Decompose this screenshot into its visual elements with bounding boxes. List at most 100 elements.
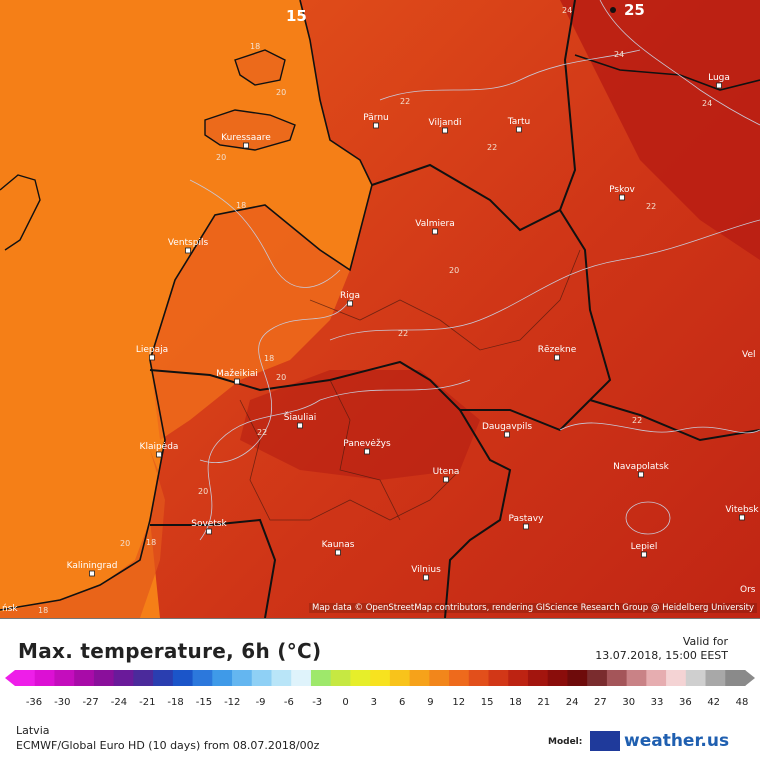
city-label: Utena	[433, 467, 460, 477]
legend-swatch	[468, 670, 490, 686]
iso-label-18: 18	[236, 201, 246, 210]
city-label: Vitebsk	[725, 505, 759, 515]
iso-label-20: 20	[276, 373, 286, 382]
city-marker-icon	[554, 354, 560, 361]
iso-label-20: 20	[120, 539, 130, 548]
city-label: Rēzekne	[538, 345, 577, 355]
city-marker-icon	[516, 126, 522, 133]
valid-for-label: Valid for	[682, 635, 728, 648]
edge-label: Ors	[740, 585, 756, 595]
iso-label-24: 24	[562, 6, 572, 15]
city-marker-icon	[149, 354, 155, 361]
legend-tick-label: 27	[594, 697, 607, 708]
legend-tick-label: -6	[284, 697, 294, 708]
isotherm-22	[329, 219, 760, 341]
map-title: Max. temperature, 6h (°C)	[18, 639, 322, 663]
city-label: Kaunas	[322, 540, 355, 550]
city-label: Kuressaare	[221, 133, 271, 143]
iso-label-20: 20	[276, 88, 286, 97]
city-label: Panevėžys	[343, 439, 391, 449]
info-panel: Max. temperature, 6h (°C) Valid for 13.0…	[0, 619, 760, 760]
legend-swatch	[350, 670, 371, 686]
legend-tick-label: -9	[256, 697, 266, 708]
iso-label-18: 18	[250, 42, 260, 51]
legend-swatch	[212, 670, 233, 686]
legend-low-arrow	[5, 670, 15, 686]
city-label: Vilnius	[411, 565, 441, 575]
legend-high-arrow	[745, 670, 755, 686]
legend-tick-label: 48	[736, 697, 749, 708]
city-label: Šiauliai	[284, 411, 316, 423]
iso-label-22: 22	[257, 428, 267, 437]
legend-swatch	[508, 670, 529, 686]
iso-label-20: 20	[198, 487, 208, 496]
weather-us-logo[interactable]: weather.us	[590, 731, 729, 751]
model-info: ECMWF/Global Euro HD (10 days) from 08.0…	[16, 739, 320, 752]
city-marker-icon	[347, 300, 353, 307]
legend-tick-label: 18	[509, 697, 522, 708]
legend-swatch	[587, 670, 608, 686]
city-marker-icon	[739, 514, 745, 521]
isotherm-18b	[189, 179, 341, 288]
city-label: Valmiera	[415, 219, 455, 229]
legend-tick-label: 24	[566, 697, 579, 708]
coastline	[0, 0, 373, 611]
city-label: Mažeikiai	[216, 369, 258, 379]
city-marker-icon	[156, 451, 162, 458]
legend-tick-label: -21	[139, 697, 155, 708]
legend-tick-label: -18	[167, 697, 183, 708]
city-marker-icon	[443, 476, 449, 483]
city-label: Sovetsk	[191, 519, 227, 529]
isotherm-18	[199, 299, 351, 463]
curonian-spit	[0, 450, 165, 618]
edge-label: Vel	[742, 350, 756, 360]
iso-label-18: 18	[264, 354, 274, 363]
big-value-25: 25	[624, 1, 645, 19]
legend-swatch	[153, 670, 174, 686]
legend-swatch	[725, 670, 746, 686]
weather-map[interactable]: 22 22 22 20 22 18 18 20 22 20 18 20 22 2…	[0, 0, 760, 619]
legend-tick-label: -3	[312, 697, 322, 708]
iso-label-22: 22	[487, 143, 497, 152]
legend-tick-label: 3	[371, 697, 377, 708]
legend-swatch	[291, 670, 312, 686]
legend-swatch	[271, 670, 292, 686]
city-label: Navapolatsk	[613, 462, 670, 472]
city-label: Pskov	[609, 185, 635, 195]
border-estonia-latvia	[371, 163, 561, 232]
city-label: Riga	[340, 291, 360, 301]
city-marker-icon	[364, 448, 370, 455]
cool-coast	[150, 205, 350, 440]
city-marker-icon	[523, 523, 529, 530]
legend-swatch	[666, 670, 687, 686]
city-marker-icon	[638, 471, 644, 478]
legend-swatch	[646, 670, 667, 686]
city-label: Daugavpils	[482, 422, 532, 432]
big-value-15: 15	[286, 7, 307, 25]
legend-swatch	[626, 670, 647, 686]
city-marker-icon	[504, 431, 510, 438]
legend-tick-label: 42	[707, 697, 720, 708]
hiiumaa-island	[235, 50, 285, 85]
city-label: Klaipėda	[140, 442, 179, 452]
city-marker-icon	[641, 551, 647, 558]
city-marker-icon	[373, 122, 379, 129]
legend-tick-label: 33	[651, 697, 664, 708]
isotherm-22b	[379, 49, 641, 101]
isotherm-24	[599, 0, 760, 126]
map-attribution: Map data © OpenStreetMap contributors, r…	[309, 603, 757, 613]
legend-tick-label: 6	[399, 697, 405, 708]
valid-time: 13.07.2018, 15:00 EEST	[595, 649, 728, 662]
border-belarus-russia	[589, 399, 760, 442]
legend-swatch	[74, 670, 95, 686]
legend-swatch	[54, 670, 75, 686]
border-russia-luga	[574, 54, 760, 91]
iso-label-24: 24	[614, 50, 624, 59]
iso-label-18: 18	[146, 538, 156, 547]
city-label: Tartu	[507, 117, 530, 127]
legend-tick-label: -36	[26, 697, 42, 708]
legend-swatch	[172, 670, 194, 686]
city-marker-icon	[335, 549, 341, 556]
legend-swatch	[606, 670, 628, 686]
iso-label-20: 20	[216, 153, 226, 162]
